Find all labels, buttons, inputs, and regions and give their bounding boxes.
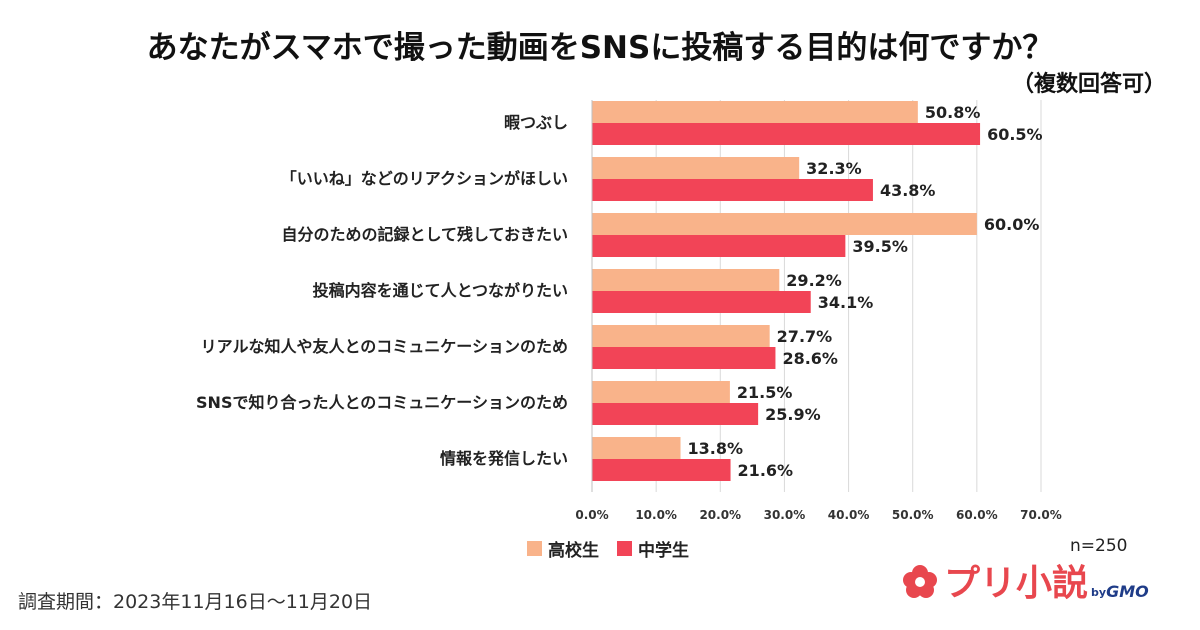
flower-logo-icon [903, 565, 937, 598]
bar [592, 325, 770, 347]
bar-value-label: 39.5% [852, 237, 908, 256]
category-label: 情報を発信したい [440, 449, 568, 468]
x-tick-label: 60.0% [956, 508, 998, 522]
bar [592, 235, 846, 257]
x-tick-label: 10.0% [635, 508, 677, 522]
bar-value-label: 21.5% [737, 383, 793, 402]
bar-value-label: 25.9% [765, 405, 821, 424]
x-tick-label: 0.0% [575, 508, 608, 522]
bar-value-label: 21.6% [738, 461, 794, 480]
bar [592, 291, 811, 313]
category-label: 自分のための記録として残しておきたい [281, 225, 568, 244]
legend-label-high-school: 高校生 [548, 541, 599, 561]
bar-value-label: 29.2% [786, 271, 842, 290]
bar-value-label: 28.6% [782, 349, 838, 368]
bar [592, 459, 731, 481]
bar [592, 403, 759, 425]
bar [592, 157, 800, 179]
logo-by: by [1091, 586, 1107, 599]
category-label: 暇つぶし [504, 113, 568, 132]
chart-title: あなたがスマホで撮った動画をSNSに投稿する目的は何ですか？ [146, 30, 1054, 66]
bar [592, 437, 681, 459]
logo-company: GMO [1106, 582, 1149, 601]
survey-period: 調査期間：2023年11月16日〜11月20日 [18, 591, 373, 613]
legend-label-middle-school: 中学生 [638, 541, 689, 561]
bar-value-label: 13.8% [688, 439, 744, 458]
category-label: 投稿内容を通じて人とつながりたい [313, 281, 568, 300]
bar [592, 269, 780, 291]
sample-size: n=250 [1070, 536, 1128, 556]
x-tick-label: 20.0% [699, 508, 741, 522]
legend-item-middle-school: 中学生 [617, 536, 689, 561]
category-label: リアルな知人や友人とのコミュニケーションのため [201, 337, 568, 356]
bar [592, 381, 730, 403]
brand-logo: プリ小説 by GMO [900, 562, 1149, 602]
bar [592, 179, 873, 201]
bar-value-label: 60.5% [987, 125, 1043, 144]
legend: 高校生 中学生 [527, 536, 699, 561]
x-tick-label: 50.0% [892, 508, 934, 522]
chart-subtitle: （複数回答可） [1011, 72, 1166, 97]
x-tick-label: 40.0% [828, 508, 870, 522]
bar-value-label: 60.0% [984, 215, 1040, 234]
category-label: 「いいね」などのリアクションがほしい [281, 169, 568, 188]
bar [592, 347, 776, 369]
bar-value-label: 43.8% [880, 181, 936, 200]
bar [592, 101, 918, 123]
legend-item-high-school: 高校生 [527, 536, 599, 561]
category-label: SNSで知り合った人とのコミュニケーションのため [196, 393, 568, 412]
x-tick-label: 70.0% [1020, 508, 1062, 522]
bar-value-label: 27.7% [777, 327, 833, 346]
bar-value-label: 34.1% [818, 293, 874, 312]
bar-value-label: 50.8% [925, 103, 981, 122]
bar [592, 213, 977, 235]
legend-swatch-middle-school [617, 541, 632, 556]
bar [592, 123, 981, 145]
logo-name: プリ小説 [944, 563, 1089, 604]
bar-value-label: 32.3% [806, 159, 862, 178]
x-tick-label: 30.0% [764, 508, 806, 522]
legend-swatch-high-school [527, 541, 542, 556]
